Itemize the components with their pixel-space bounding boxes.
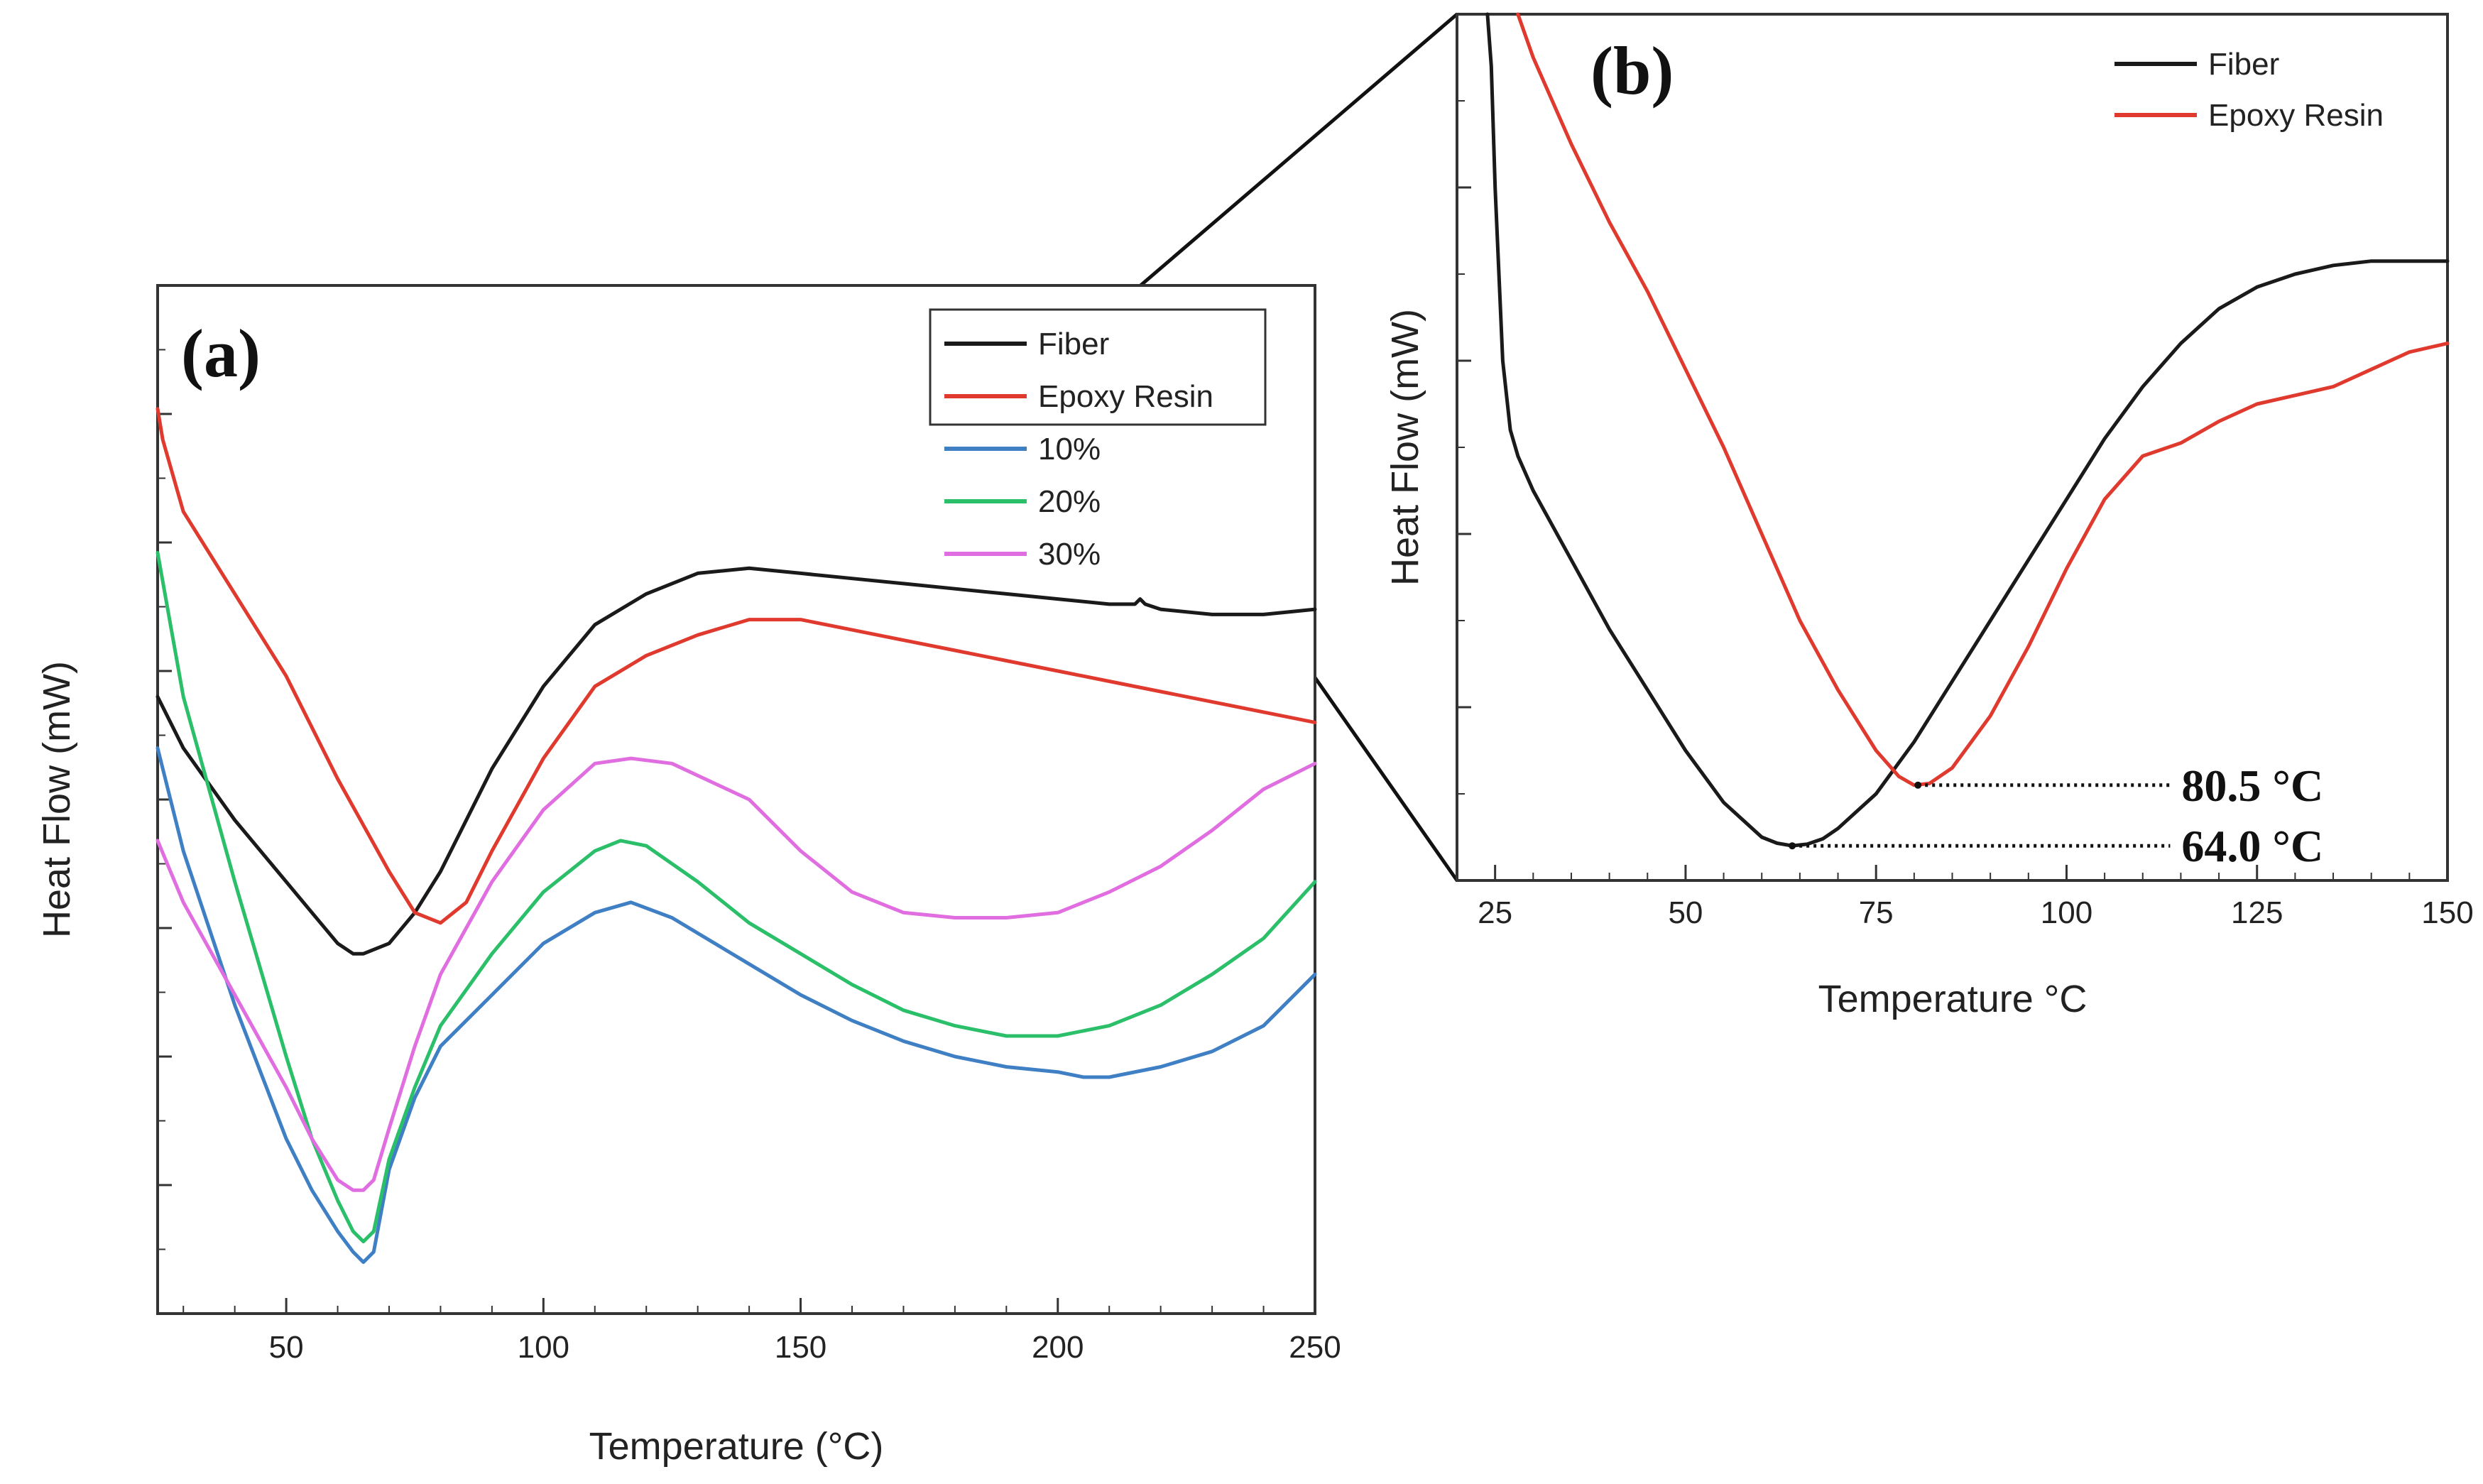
panel-b-annotation-label: 80.5 °C	[2181, 760, 2323, 811]
panel-a-label: (a)	[181, 315, 261, 391]
zoom-guide-top	[1128, 13, 1458, 297]
panel-a-legend-label-fiber: Fiber	[1038, 327, 1109, 361]
panel-a-legend: Fiber Epoxy Resin 10% 20% 30%	[929, 308, 1267, 572]
panel-b-legend-label-epoxy-resin: Epoxy Resin	[2208, 98, 2384, 133]
panel-b-x-tick-label: 25	[1478, 895, 1512, 930]
panel-a-legend-label-epoxy-resin: Epoxy Resin	[1038, 379, 1213, 414]
panel-b-label: (b)	[1590, 33, 1674, 109]
panel-a: 50 100 150 200 250 (a) Temperature (°C) Heat…	[36, 284, 1341, 1468]
panel-a-y-axis-title: Heat Flow (mW)	[36, 661, 78, 938]
panel-b-legend-label-fiber: Fiber	[2208, 47, 2279, 82]
panel-b-series-fiber-line	[1485, 12, 2450, 848]
panel-b-x-tick-label: 100	[2041, 895, 2092, 930]
panel-a-x-tick-label: 150	[775, 1330, 826, 1365]
panel-a-x-tick-label: 250	[1289, 1330, 1341, 1365]
panel-a-series-20pct-line	[155, 551, 1317, 1244]
panel-b-ticks: 25 50 75 100 125 150	[1456, 13, 2474, 930]
panel-b-annotations: 80.5 °C 64.0 °C	[1789, 760, 2323, 871]
panel-a-series-fiber-line	[155, 566, 1317, 956]
panel-b: 25 50 75 100 125 150 80.5 °C 64.0 °C (b) Tempe…	[1384, 12, 2474, 1020]
panel-b-x-axis-title: Temperature °C	[1818, 978, 2088, 1020]
panel-b-x-tick-label: 50	[1668, 895, 1703, 930]
panel-b-series-epoxy-resin-line	[1516, 12, 2450, 787]
panel-a-x-axis-title: Temperature (°C)	[589, 1425, 884, 1468]
panel-a-series	[155, 407, 1317, 1265]
panel-a-x-tick-label: 200	[1032, 1330, 1084, 1365]
panel-a-series-10pct-line	[155, 746, 1317, 1265]
panel-b-x-tick-label: 125	[2231, 895, 2283, 930]
panel-b-frame	[1456, 13, 2449, 882]
panel-b-legend: Fiber Epoxy Resin	[2114, 47, 2384, 133]
panel-b-x-tick-label: 75	[1859, 895, 1894, 930]
panel-a-ticks: 50 100 150 200 250	[158, 284, 1341, 1365]
panel-a-legend-entries: Fiber Epoxy Resin 10% 20% 30%	[944, 327, 1213, 572]
panel-a-legend-label-10pct: 10%	[1038, 432, 1101, 467]
panel-b-y-axis-title: Heat Flow (mW)	[1384, 309, 1426, 586]
panel-a-x-tick-label: 100	[518, 1330, 569, 1365]
panel-a-x-tick-label: 50	[269, 1330, 304, 1365]
panel-a-legend-label-30pct: 30%	[1038, 537, 1101, 572]
panel-b-annotation-label: 64.0 °C	[2181, 821, 2323, 871]
panel-a-series-epoxy-resin-line	[155, 407, 1317, 925]
panel-a-legend-box	[929, 308, 1267, 426]
panel-b-x-tick-label: 150	[2421, 895, 2473, 930]
panel-b-series	[1485, 12, 2450, 848]
panel-a-legend-label-20pct: 20%	[1038, 484, 1101, 519]
panel-a-series-30pct-line	[155, 756, 1317, 1192]
panel-a-frame	[156, 284, 1316, 1315]
